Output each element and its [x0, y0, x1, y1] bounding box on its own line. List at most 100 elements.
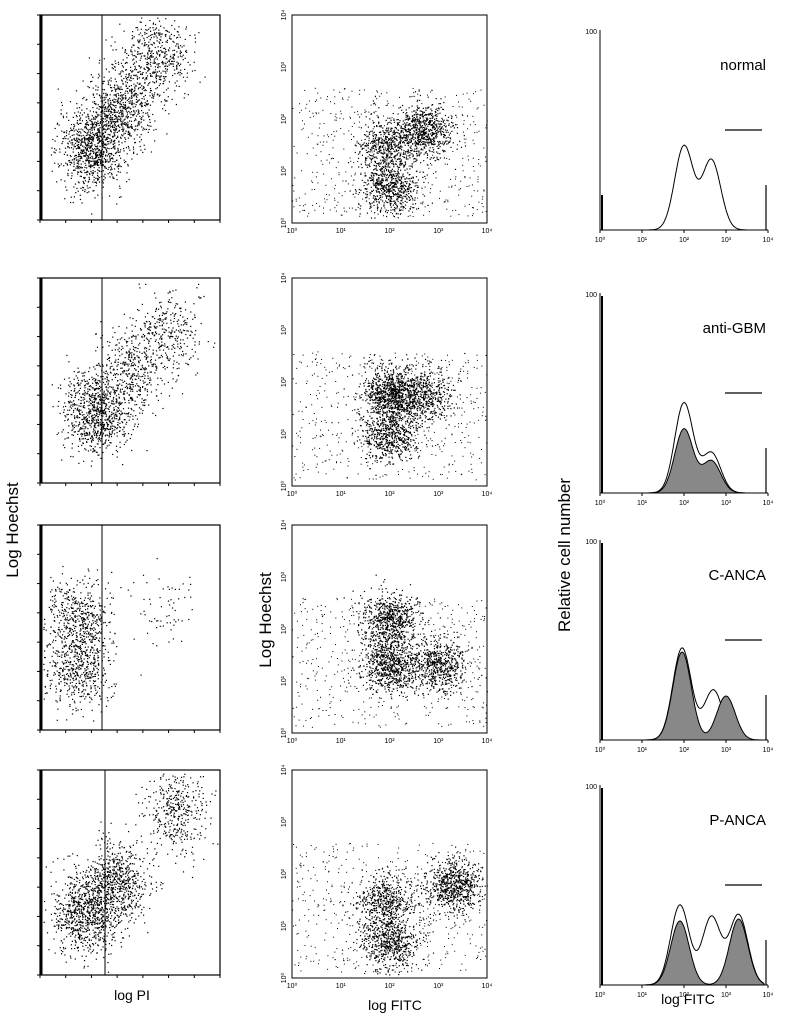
scatter-point [387, 162, 389, 164]
scatter-point [87, 171, 89, 173]
scatter-point [99, 134, 101, 136]
scatter-point [61, 142, 63, 145]
scatter-point [155, 28, 157, 30]
scatter-point [138, 87, 140, 89]
scatter-point [53, 151, 55, 153]
scatter-point [374, 196, 376, 198]
scatter-point [143, 96, 145, 98]
scatter-point [97, 179, 99, 181]
scatter-point [158, 41, 160, 43]
scatter-point [110, 77, 112, 79]
scatter-point [84, 371, 86, 373]
scatter-point [193, 61, 195, 63]
scatter-point [91, 441, 93, 443]
scatter-point [100, 152, 102, 155]
scatter-point [104, 173, 106, 175]
scatter-point [398, 123, 400, 126]
scatter-point [151, 56, 153, 58]
scatter-point [155, 75, 157, 77]
scatter-point [83, 182, 85, 185]
scatter-point [377, 184, 380, 186]
scatter-point [372, 182, 374, 184]
scatter-point [80, 175, 82, 178]
scatter-point [97, 194, 99, 196]
scatter-point [411, 165, 413, 167]
scatter-point [96, 407, 98, 409]
scatter-point [444, 163, 446, 165]
scatter-point [91, 397, 93, 399]
scatter-point [406, 182, 408, 185]
scatter-point [104, 146, 106, 148]
scatter-point [312, 171, 314, 173]
scatter-point [397, 158, 399, 160]
scatter-point [391, 135, 393, 137]
scatter-point [387, 169, 389, 171]
scatter-point [117, 125, 119, 127]
scatter-point [132, 63, 135, 65]
scatter-point [399, 160, 401, 163]
scatter-point [382, 156, 384, 158]
scatter-point [425, 113, 427, 116]
scatter-point [435, 119, 437, 121]
scatter-point [415, 118, 417, 120]
scatter-point [88, 138, 90, 140]
scatter-point [385, 154, 388, 156]
scatter-point [432, 137, 435, 139]
scatter-point [91, 80, 93, 82]
scatter-point [80, 149, 82, 151]
scatter-point [110, 107, 112, 109]
scatter-point [372, 172, 374, 174]
scatter-point [150, 34, 152, 36]
scatter-point [94, 164, 96, 166]
scatter-point [385, 119, 387, 121]
scatter-point [412, 199, 414, 201]
scatter-point [372, 197, 374, 199]
scatter-point [389, 157, 391, 159]
scatter-point [419, 120, 421, 123]
scatter-point [139, 21, 141, 23]
scatter-point [122, 130, 124, 133]
scatter-point [403, 136, 405, 138]
scatter-point [167, 87, 169, 89]
scatter-point [433, 125, 435, 127]
scatter-point [83, 423, 85, 425]
scatter-point [179, 53, 181, 55]
scatter-point [395, 154, 397, 157]
scatter-point [381, 169, 383, 171]
scatter-point [141, 52, 143, 54]
scatter-point [93, 129, 95, 131]
scatter-point [436, 151, 438, 153]
scatter-point [400, 169, 402, 171]
scatter-point [396, 131, 398, 133]
scatter-point [85, 120, 88, 122]
scatter-point [120, 71, 122, 73]
scatter-point [117, 97, 119, 99]
scatter-point [366, 196, 368, 198]
scatter-point [363, 89, 365, 91]
scatter-point [110, 169, 112, 171]
scatter-point [115, 62, 117, 65]
scatter-point [76, 116, 78, 118]
scatter-point [414, 142, 416, 144]
scatter-point [384, 186, 386, 188]
scatter-point [395, 128, 397, 130]
scatter-point [385, 168, 388, 170]
scatter-point [378, 142, 380, 144]
scatter-point [172, 54, 174, 56]
scatter-point [93, 96, 95, 98]
scatter-point [108, 121, 110, 123]
scatter-point [386, 141, 388, 143]
scatter-point [389, 201, 391, 203]
scatter-point [410, 150, 412, 152]
scatter-point [133, 109, 135, 112]
scatter-point [81, 427, 83, 429]
scatter-point [114, 148, 116, 150]
scatter-point [380, 137, 382, 139]
scatter-point [147, 52, 149, 54]
scatter-point [351, 166, 353, 168]
x-tick-label: 10² [384, 228, 395, 235]
scatter-point [147, 84, 149, 86]
scatter-point [121, 88, 123, 91]
scatter-point [478, 163, 480, 165]
scatter-point [393, 133, 396, 135]
